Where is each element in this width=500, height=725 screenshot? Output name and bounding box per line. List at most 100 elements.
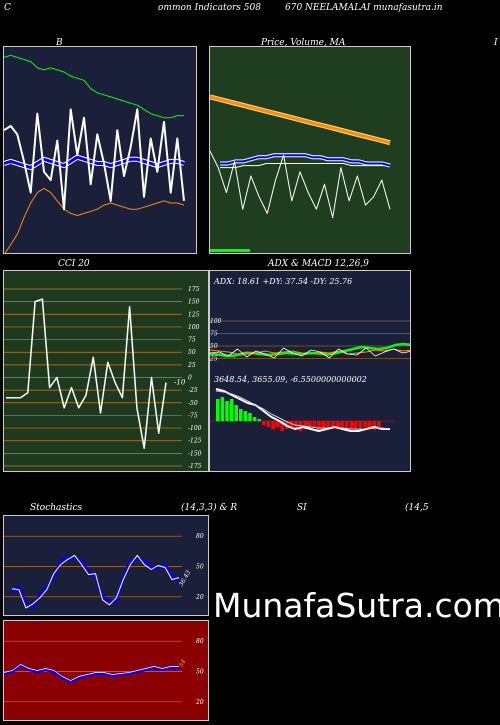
b-green-line [4, 54, 184, 119]
macd-histogram-bar [303, 421, 307, 429]
cci-value-label: -10 [174, 379, 186, 387]
macd-histogram-bar [372, 421, 376, 430]
cci-chart-panel: 175 150 125 100 75 50 25 0 -25 -50 -75 -100 -125 -150… [3, 270, 209, 472]
watermark: MunafaSutra.com [213, 586, 500, 625]
macd-histogram-bar [257, 419, 261, 421]
adx-macd-label: ADX & MACD 12,26,9 [268, 259, 369, 269]
b-white-line [4, 108, 185, 211]
macd-line [215, 388, 390, 432]
rsi-tick-label: 80 [196, 638, 204, 645]
cci-tick-label: -75 [188, 412, 198, 419]
rsi-params: (14,5 [405, 503, 429, 513]
adx-values-label: ADX: 18.61 +DY: 37.54 -DY: 25.76 [213, 277, 352, 286]
stoch-k-line [11, 554, 180, 609]
rsi-label: SI [297, 503, 307, 513]
price-chart-svg [210, 94, 391, 252]
stoch-d-line [11, 554, 180, 609]
rsi-tick-label: 50 [196, 669, 204, 676]
macd-histogram-bar [367, 421, 372, 429]
macd-histogram-bar [331, 421, 335, 429]
macd-histogram-bar [312, 421, 317, 428]
rsi-svg: 80 50 20 54 [4, 638, 204, 706]
price-chart-label: Price, Volume, MA [261, 38, 346, 48]
cci-tick-label: 75 [188, 337, 196, 344]
adx-macd-panel: 100 75 50 25 ADX: 18.61 +DY: 37.54 -DY: 25.7… [209, 270, 411, 472]
cci-tick-label: -25 [188, 387, 198, 394]
cci-line [6, 298, 167, 450]
rsi-line [4, 663, 179, 684]
macd-signal-line [215, 390, 391, 430]
macd-histogram-bar [354, 421, 358, 430]
cci-chart-label: CCI 20 [58, 259, 90, 269]
macd-histogram-bar [225, 401, 229, 421]
macd-histogram-bar [262, 421, 266, 425]
b-chart-label: B [56, 38, 63, 48]
macd-histogram-bar [326, 421, 330, 428]
rsi-tick-label: 20 [195, 699, 204, 706]
price-ma-line [210, 95, 391, 145]
macd-histogram-bar [280, 421, 284, 431]
macd-histogram-bar [216, 399, 220, 421]
macd-histogram-bar [275, 421, 280, 427]
macd-histogram-bar [317, 421, 321, 430]
macd-histogram-bar [344, 421, 349, 431]
cci-tick-label: 50 [188, 349, 196, 356]
macd-histogram-bar [243, 411, 248, 421]
cci-tick-label: 0 [188, 375, 192, 382]
macd-histogram-bar [266, 421, 271, 427]
header-title: ommon Indicators 508 [158, 3, 261, 13]
volume-bar [210, 249, 250, 252]
cci-tick-label: -125 [188, 438, 202, 445]
macd-histogram-bar [321, 421, 326, 429]
stoch-tick-label: 20 [195, 594, 204, 601]
adx-green-line [210, 342, 410, 358]
adx-white-line [210, 347, 410, 359]
right-edge-label: I [494, 38, 498, 48]
macd-histogram-bar [220, 397, 225, 421]
stoch-tick-label: 50 [196, 564, 204, 571]
adx-tick-label: 50 [210, 343, 218, 350]
price-close-line [210, 150, 391, 219]
stochastics-panel: 80 50 20 36.43 [3, 515, 209, 616]
macd-histogram-bar [234, 405, 238, 421]
cci-chart-svg: 175 150 125 100 75 50 25 0 -25 -50 -75 -100 -125 -150… [4, 286, 202, 470]
rsi-value-label: 54 [178, 658, 188, 668]
cci-tick-label: 150 [188, 299, 200, 306]
stoch-params: (14,3,3) & R [181, 503, 238, 513]
rsi-panel: 80 50 20 54 [3, 620, 209, 721]
macd-histogram-bar [363, 421, 367, 427]
cci-tick-label: -100 [188, 425, 202, 432]
macd-histogram-bar [308, 421, 312, 427]
cci-tick-label: -50 [188, 400, 198, 407]
adx-tick-label: 100 [210, 318, 222, 325]
macd-histogram-bar [377, 421, 381, 428]
macd-histogram-bar [340, 421, 344, 429]
stoch-label: Stochastics [30, 503, 83, 513]
header-site: 670 NEELAMALAI munafasutra.in [285, 3, 443, 13]
b-chart-svg [4, 54, 185, 253]
adx-macd-svg: 100 75 50 25 ADX: 18.61 +DY: 37.54 -DY: 25.7… [210, 277, 410, 432]
cci-tick-label: 125 [188, 311, 200, 318]
cci-tick-label: 175 [188, 286, 200, 293]
macd-values-label: 3648.54, 3655.09, -6.5500000000002 [214, 375, 367, 384]
price-chart-panel [209, 46, 411, 254]
macd-histogram-bar [248, 413, 252, 421]
b-chart-panel [3, 46, 197, 254]
macd-histogram-bar [229, 399, 234, 421]
adx-tick-label: 25 [210, 356, 218, 363]
price-blue-line [220, 154, 391, 167]
stoch-tick-label: 80 [196, 533, 204, 540]
macd-histogram-bar [239, 409, 243, 421]
cci-tick-label: -150 [188, 450, 202, 457]
rsi-white-line [4, 664, 179, 681]
price-ma2-line [220, 163, 390, 169]
adx-orange-line [210, 348, 410, 355]
cci-tick-label: -175 [188, 463, 202, 470]
macd-histogram-bar [349, 421, 353, 429]
stoch-value-label: 36.43 [178, 569, 193, 588]
macd-histogram-bar [335, 421, 340, 427]
header-c: C [4, 3, 11, 13]
cci-tick-label: 100 [188, 324, 200, 331]
macd-histogram-bar [358, 421, 363, 428]
